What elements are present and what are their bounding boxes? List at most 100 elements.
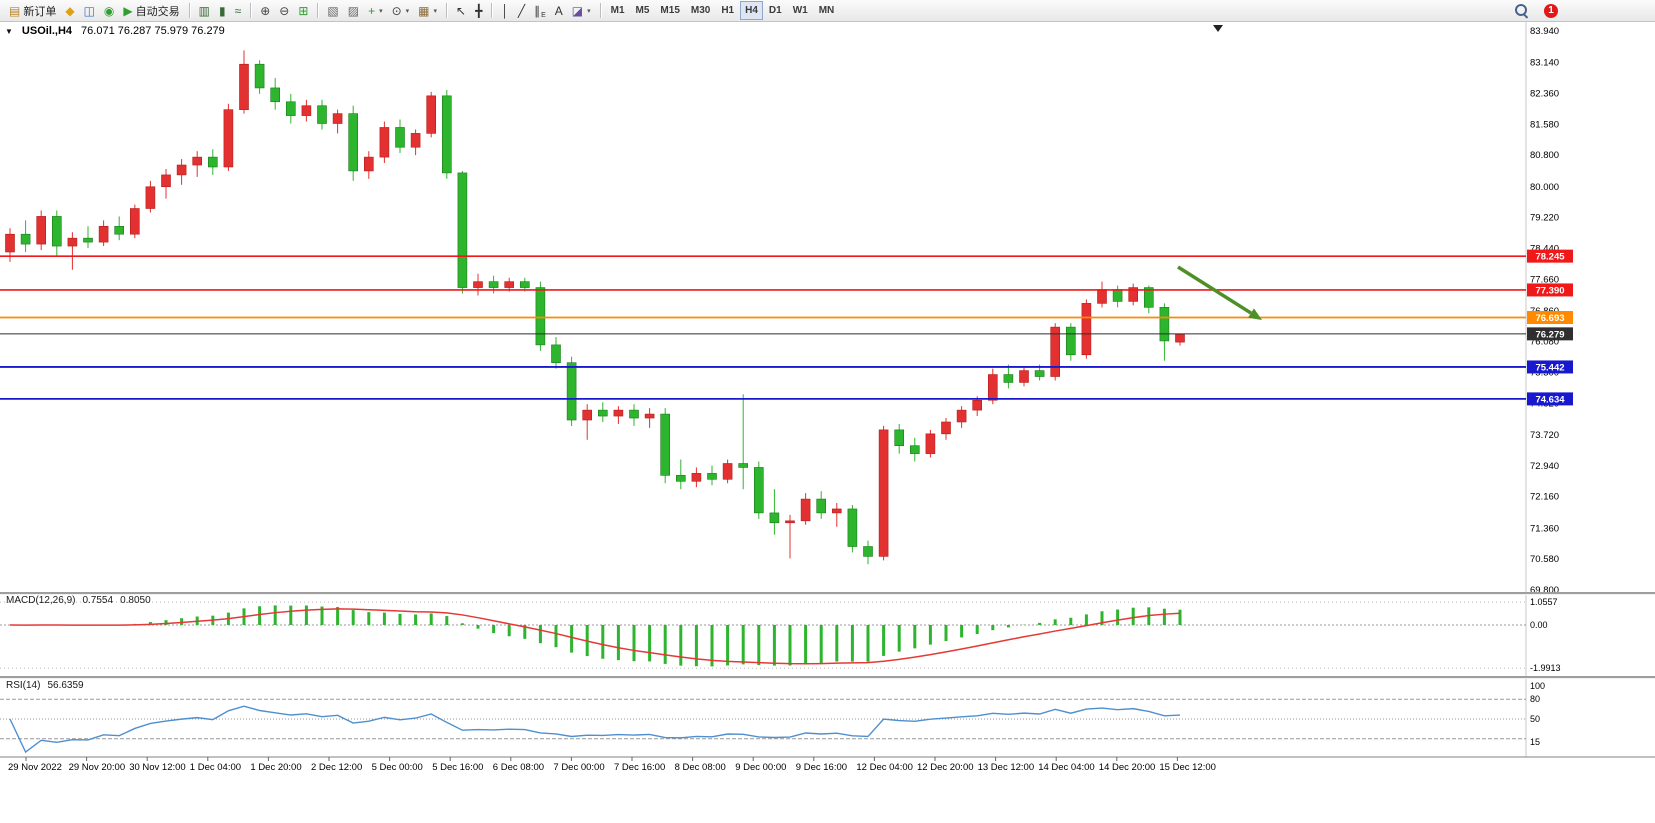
auto-trading-button[interactable]: ▶ 自动交易 (119, 1, 183, 20)
time-axis-label[interactable]: 9 Dec 00:00 (735, 762, 786, 773)
market-watch-icon: ◫ (83, 3, 95, 18)
vertical-line-button[interactable]: │ (497, 1, 513, 20)
rsi-axis-label[interactable]: 50 (1530, 714, 1540, 724)
trendline-button[interactable]: ╱ (514, 1, 529, 20)
indicators-button[interactable]: + ▾ (364, 1, 387, 20)
bar-chart-button[interactable]: ▥ (195, 1, 214, 20)
market-watch-button[interactable]: ◫ (80, 1, 99, 20)
macd-axis-label[interactable]: 1.0557 (1530, 597, 1558, 607)
bar-chart-icon: ▥ (198, 3, 210, 18)
price-axis-label[interactable]: 69.800 (1530, 585, 1559, 596)
price-axis-label[interactable]: 70.580 (1530, 554, 1559, 565)
crosshair-icon: ╋ (475, 3, 483, 18)
price-axis-label[interactable]: 82.360 (1530, 88, 1559, 99)
timeframe-m30-button[interactable]: M30 (686, 1, 715, 20)
chart-canvas[interactable]: 83.940 83.140 82.360 81.580 80.800 80.000 79.2… (0, 22, 1655, 823)
time-axis-label[interactable]: 13 Dec 12:00 (978, 762, 1035, 773)
auto-trading-button-label: 自动交易 (135, 5, 180, 18)
time-axis-label[interactable]: 1 Dec 04:00 (190, 762, 241, 773)
time-axis-label[interactable]: 15 Dec 12:00 (1159, 762, 1216, 773)
cursor-button[interactable]: ↖ (452, 1, 470, 20)
zoom-out-button[interactable]: ⊖ (275, 1, 293, 20)
trend-arrow[interactable] (1177, 265, 1252, 315)
time-axis-label[interactable]: 14 Dec 04:00 (1038, 762, 1095, 773)
notification-badge[interactable]: 1 (1544, 3, 1558, 18)
time-axis-label[interactable]: 1 Dec 20:00 (250, 762, 301, 773)
time-axis-label[interactable]: 8 Dec 08:00 (675, 762, 726, 773)
candle-body (410, 133, 421, 148)
candle-body (987, 374, 998, 401)
pane-separator[interactable] (0, 592, 1655, 594)
timeframe-m1-button[interactable]: M1 (606, 1, 630, 20)
arrange-charts-icon: ▧ (327, 3, 339, 18)
equidistant-channel-button[interactable]: ∥ E (530, 1, 550, 20)
price-axis-label[interactable]: 80.000 (1530, 182, 1559, 193)
price-axis-label[interactable]: 79.220 (1530, 213, 1559, 224)
timeframe-h1-button[interactable]: H1 (716, 1, 739, 20)
toolbar-right-group: 1 (1515, 3, 1650, 18)
price-axis-label[interactable]: 72.160 (1530, 492, 1559, 503)
rsi-axis-label[interactable]: 80 (1530, 694, 1540, 704)
candlestick-chart-button[interactable]: ▮ (215, 1, 230, 20)
rsi-axis-label[interactable]: 100 (1530, 681, 1545, 691)
collapse-triangle-icon[interactable]: ▼ (5, 27, 13, 36)
macd-axis-label[interactable]: 0.00 (1530, 620, 1548, 630)
price-axis-label[interactable]: 83.940 (1530, 26, 1559, 37)
price-axis-label[interactable]: 73.720 (1530, 430, 1559, 441)
chart-shift-marker[interactable] (1213, 25, 1223, 32)
sound-alert-button[interactable]: ◉ (100, 1, 118, 20)
price-axis-label[interactable]: 80.800 (1530, 150, 1559, 161)
arrange-charts-button[interactable]: ▧ (323, 1, 342, 20)
macd-axis-label[interactable]: -1.9913 (1530, 663, 1561, 673)
timeframe-h4-button[interactable]: H4 (740, 1, 763, 20)
clock-icon: ⊙ (391, 3, 402, 18)
time-axis-label[interactable]: 6 Dec 08:00 (493, 762, 544, 773)
arrows-button[interactable]: ◪ ▾ (568, 1, 595, 20)
timeframe-m15-button[interactable]: M15 (655, 1, 684, 20)
time-axis-label[interactable]: 14 Dec 20:00 (1099, 762, 1156, 773)
tile-windows-button[interactable]: ⊞ (294, 1, 312, 20)
candle-body (145, 186, 156, 209)
time-axis-label[interactable]: 30 Nov 12:00 (129, 762, 186, 773)
cascade-charts-button[interactable]: ▨ (344, 1, 363, 20)
timeframe-mn-button[interactable]: MN (814, 1, 840, 20)
time-axis-label[interactable]: 9 Dec 16:00 (796, 762, 847, 773)
price-axis-label[interactable]: 78.440 (1530, 243, 1559, 254)
time-axis-label[interactable]: 29 Nov 2022 (8, 762, 62, 773)
new-order-button[interactable]: ▤ 新订单 (5, 1, 60, 20)
price-axis-label[interactable]: 76.080 (1530, 337, 1559, 348)
timeframe-d1-button[interactable]: D1 (764, 1, 787, 20)
templates-button[interactable]: ▦ ▾ (414, 1, 441, 20)
time-axis-label[interactable]: 12 Dec 04:00 (856, 762, 913, 773)
open-chart-button[interactable]: ◆ (61, 1, 78, 20)
crosshair-button[interactable]: ╋ (471, 1, 486, 20)
time-axis-label[interactable]: 5 Dec 00:00 (372, 762, 423, 773)
pane-separator[interactable] (0, 676, 1655, 678)
price-axis-label[interactable]: 72.940 (1530, 461, 1559, 472)
price-axis-label[interactable]: 71.360 (1530, 523, 1559, 534)
candle-body (36, 216, 47, 245)
timeframe-w1-button[interactable]: W1 (788, 1, 813, 20)
macd-main-value: 0.7554 (82, 595, 114, 606)
text-label-button[interactable]: A (551, 1, 567, 20)
timeframe-m5-button[interactable]: M5 (631, 1, 655, 20)
price-axis-label[interactable]: 83.140 (1530, 58, 1559, 69)
time-axis-label[interactable]: 12 Dec 20:00 (917, 762, 974, 773)
periods-button[interactable]: ⊙ ▾ (388, 1, 414, 20)
time-axis-label[interactable]: 29 Nov 20:00 (69, 762, 126, 773)
candle-body (1034, 370, 1045, 377)
price-axis-label[interactable]: 77.660 (1530, 274, 1559, 285)
toolbar-separator (446, 3, 448, 18)
line-chart-button[interactable]: ≈ (231, 1, 246, 20)
time-axis-label[interactable]: 2 Dec 12:00 (311, 762, 362, 773)
equidistant-channel-button-sub-label: E (541, 12, 546, 19)
time-axis-label[interactable]: 7 Dec 16:00 (614, 762, 665, 773)
search-icon[interactable] (1515, 4, 1528, 17)
price-axis-label[interactable]: 81.580 (1530, 119, 1559, 130)
time-axis-label[interactable]: 7 Dec 00:00 (553, 762, 604, 773)
rsi-axis-label[interactable]: 15 (1530, 737, 1540, 747)
candle-body (457, 172, 468, 288)
zoom-in-button[interactable]: ⊕ (256, 1, 274, 20)
support-line-1-price-tag (1527, 360, 1573, 374)
time-axis-label[interactable]: 5 Dec 16:00 (432, 762, 483, 773)
